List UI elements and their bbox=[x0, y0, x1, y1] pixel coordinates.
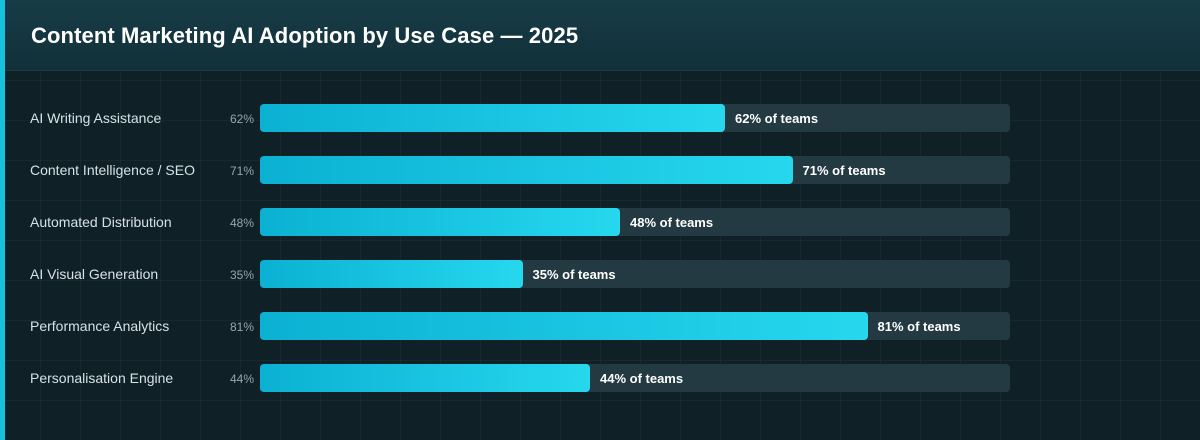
bar bbox=[260, 312, 868, 340]
category-label: Automated Distribution bbox=[30, 214, 172, 230]
bar-value-label: 48% of teams bbox=[630, 215, 714, 230]
bar bbox=[260, 260, 523, 288]
value-tick-label: 48% bbox=[230, 216, 255, 230]
bar-value-label: 62% of teams bbox=[735, 111, 819, 126]
bar bbox=[260, 208, 620, 236]
bar-chart: AI Writing Assistance 62% 62% of teams Cont… bbox=[0, 70, 1200, 440]
category-label: AI Writing Assistance bbox=[30, 110, 162, 126]
value-tick-label: 71% bbox=[230, 164, 255, 178]
category-label: Personalisation Engine bbox=[30, 370, 174, 386]
value-tick-label: 81% bbox=[230, 320, 255, 334]
bar-value-label: 71% of teams bbox=[802, 163, 886, 178]
bar bbox=[260, 104, 725, 132]
category-label: Performance Analytics bbox=[30, 318, 170, 334]
bar-value-label: 81% of teams bbox=[877, 319, 961, 334]
value-tick-label: 62% bbox=[230, 112, 255, 126]
category-label: AI Visual Generation bbox=[30, 266, 159, 282]
bar bbox=[260, 156, 793, 184]
value-tick-label: 44% bbox=[230, 372, 255, 386]
accent-bar bbox=[0, 0, 5, 440]
category-label: Content Intelligence / SEO bbox=[30, 162, 195, 178]
bar-value-label: 35% of teams bbox=[532, 267, 616, 282]
chart-title: Content Marketing AI Adoption by Use Cas… bbox=[31, 23, 579, 48]
chart-header: Content Marketing AI Adoption by Use Cas… bbox=[5, 0, 1200, 71]
bar-value-label: 44% of teams bbox=[600, 371, 684, 386]
bar bbox=[260, 364, 590, 392]
value-tick-label: 35% bbox=[230, 268, 255, 282]
